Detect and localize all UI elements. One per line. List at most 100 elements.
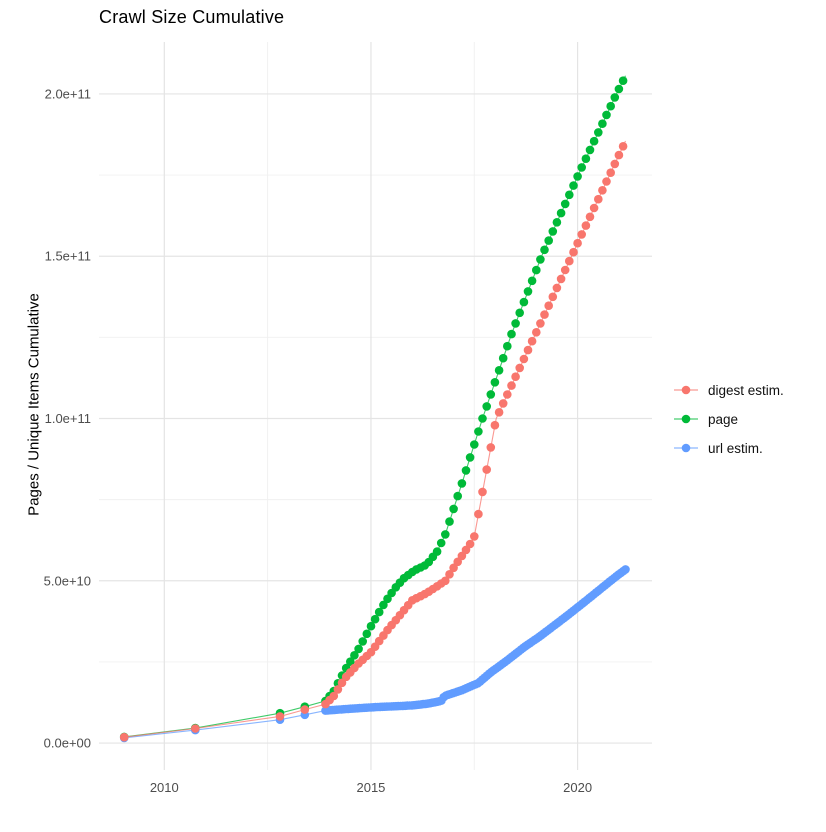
data-point — [532, 328, 541, 337]
legend-item-digest-estim: digest estim. — [672, 380, 784, 400]
data-point — [614, 84, 624, 94]
data-point — [507, 329, 516, 339]
data-point — [507, 381, 516, 390]
data-point — [374, 607, 384, 617]
data-point — [565, 190, 574, 200]
legend-key-dot — [681, 414, 691, 424]
data-point — [470, 532, 479, 541]
data-point — [511, 319, 520, 328]
data-point — [498, 399, 508, 408]
y-tick-label: 5.0e+10 — [44, 573, 91, 588]
data-point — [346, 657, 355, 666]
legend-key-dot — [681, 443, 691, 453]
data-point — [490, 378, 500, 387]
y-tick-label: 1.0e+11 — [45, 411, 91, 426]
data-point — [594, 194, 603, 204]
legend-key-page — [674, 414, 698, 424]
x-tick-label: 2020 — [563, 780, 592, 795]
data-point — [503, 341, 512, 351]
data-point — [337, 678, 347, 688]
x-tick-label: 2010 — [150, 780, 179, 795]
data-point — [350, 651, 359, 660]
grid-minor — [99, 42, 652, 770]
x-tick-label: 2015 — [356, 780, 385, 795]
data-point — [610, 93, 620, 102]
data-point — [573, 238, 582, 248]
data-point — [457, 551, 467, 561]
chart-title: Crawl Size Cumulative — [99, 7, 285, 27]
data-point — [573, 172, 582, 181]
data-point — [445, 570, 454, 579]
series-digest-estim- — [119, 140, 628, 742]
grid-major — [99, 42, 652, 770]
legend-item-url-estim: url estim. — [672, 438, 784, 458]
data-point — [482, 402, 492, 411]
y-tick-label: 2.0e+11 — [45, 86, 91, 101]
data-point — [486, 443, 496, 452]
data-point — [552, 283, 562, 293]
data-point — [589, 203, 599, 213]
series-url-estim- — [119, 565, 630, 743]
data-point — [503, 390, 512, 399]
data-point — [577, 163, 586, 172]
data-point — [494, 408, 504, 417]
data-point — [585, 145, 595, 155]
data-point — [606, 101, 615, 111]
data-point — [300, 705, 310, 714]
data-point — [523, 287, 533, 296]
data-point — [581, 154, 591, 163]
data-point — [602, 110, 611, 120]
data-point — [594, 128, 603, 137]
data-point — [544, 236, 553, 245]
y-axis-title: Pages / Unique Items Cumulative — [25, 293, 43, 516]
chart-legend: digest estim. page url estim. — [672, 380, 784, 458]
data-point — [569, 181, 578, 190]
data-point — [536, 319, 545, 328]
legend-key-url-estim — [674, 443, 698, 453]
data-point — [581, 221, 591, 230]
data-point — [482, 465, 492, 474]
y-tick-label: 1.5e+11 — [45, 249, 91, 264]
data-point — [621, 565, 630, 574]
data-point — [556, 208, 566, 218]
y-tick-label: 0.0e+00 — [44, 736, 91, 751]
data-point — [540, 310, 549, 319]
data-point — [552, 218, 562, 227]
data-point — [449, 563, 458, 573]
data-point — [478, 414, 487, 423]
data-point — [191, 724, 200, 733]
data-point — [598, 119, 607, 128]
data-point — [536, 255, 545, 264]
data-point — [329, 691, 339, 701]
data-point — [548, 292, 558, 302]
data-point — [511, 372, 520, 382]
data-point — [445, 517, 454, 526]
data-point — [556, 274, 566, 284]
data-point — [362, 629, 372, 639]
data-point — [618, 76, 628, 85]
data-point — [358, 637, 368, 646]
data-point — [585, 212, 595, 222]
data-point — [569, 247, 578, 257]
data-point — [494, 366, 504, 375]
data-point — [598, 186, 607, 195]
legend-key-digest-estim — [674, 385, 698, 395]
data-point — [606, 168, 615, 177]
data-point — [366, 621, 376, 631]
data-point — [614, 150, 624, 160]
legend-label-page: page — [708, 411, 739, 427]
data-point — [432, 547, 442, 556]
legend-label-url-estim: url estim. — [708, 440, 763, 456]
data-point — [461, 466, 471, 475]
data-point — [515, 363, 524, 373]
data-point — [333, 685, 343, 694]
data-point — [457, 479, 467, 488]
data-point — [519, 297, 529, 307]
data-point — [370, 614, 380, 624]
legend-label-digest-estim: digest estim. — [708, 382, 784, 398]
data-point — [449, 504, 458, 514]
data-point — [119, 732, 129, 742]
data-point — [548, 227, 558, 236]
